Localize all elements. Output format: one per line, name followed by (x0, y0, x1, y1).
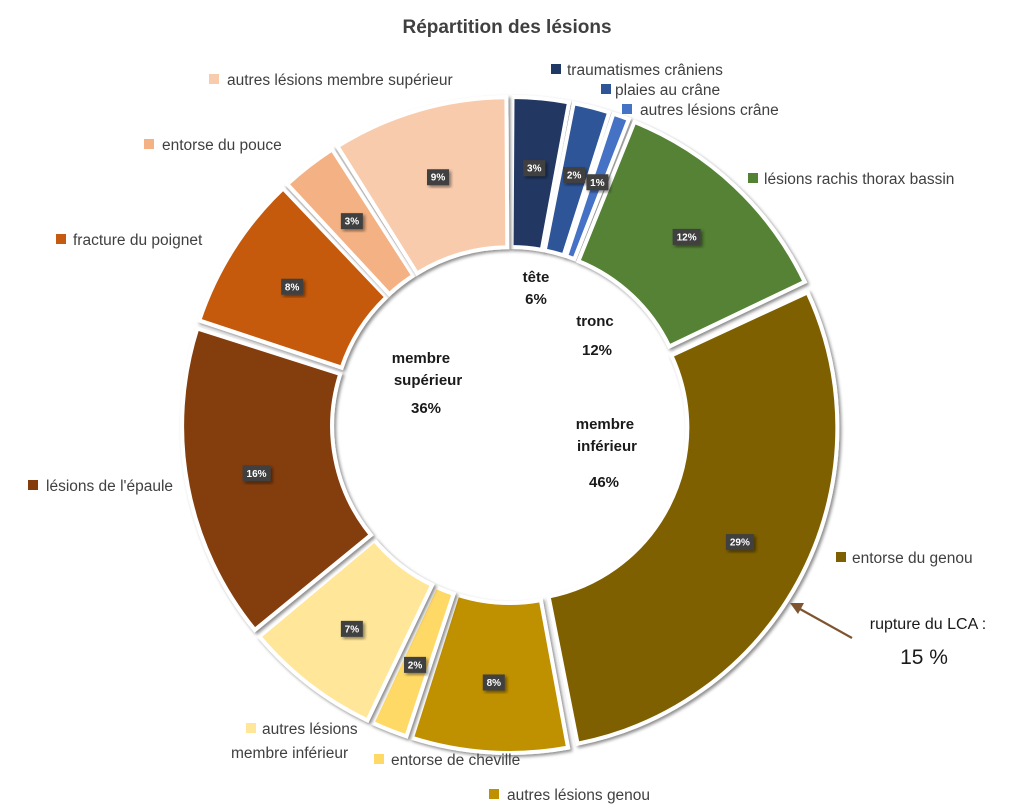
chart-title: Répartition des lésions (402, 17, 611, 38)
slice-pct-label-lesions-rachis-thorax-bassin: 12% (672, 228, 701, 245)
legend-swatch-entorse-du-pouce (144, 139, 154, 149)
legend-label-entorse-de-cheville: entorse de cheville (391, 752, 520, 769)
donut-segments (180, 95, 840, 755)
slice-pct-text: 29% (730, 538, 750, 549)
slice-pct-box (586, 174, 609, 191)
group-pct-tete: 6% (525, 291, 547, 308)
legend-label-lesions-epaule: lésions de l'épaule (46, 478, 173, 495)
legend-label-autres-lesions-membre-inferieur-line1: autres lésions (262, 721, 358, 738)
legend-swatch-fracture-du-poignet (56, 234, 66, 244)
slice-pct-label-autres-lesions-genou: 8% (482, 674, 505, 691)
group-label-membre-superieur-line1: membre (392, 350, 450, 367)
group-pct-membre-superieur: 36% (411, 400, 441, 417)
slice-pct-box (672, 228, 701, 245)
legend-swatch-entorse-du-genou (836, 552, 846, 562)
annotation-label: rupture du LCA : (870, 616, 987, 633)
slice-pct-text: 2% (408, 660, 423, 671)
legend-swatch-traumatismes-craniens (551, 64, 561, 74)
group-label-membre-inferieur: membre inférieur (576, 416, 639, 455)
slice-autres-lesions-membre-superieur (334, 95, 510, 277)
group-label-membre-inferieur-line2: inférieur (577, 438, 637, 455)
group-pct-tronc: 12% (582, 342, 612, 359)
slice-pct-label-entorse-de-cheville: 2% (404, 656, 427, 673)
slice-pct-box (242, 465, 271, 482)
slice-pct-box (523, 160, 546, 177)
slice-pct-text: 7% (345, 624, 360, 635)
slice-pct-label-entorse-du-genou: 29% (725, 534, 754, 551)
slice-pct-text: 3% (527, 164, 542, 175)
slice-pct-text: 8% (285, 282, 300, 293)
legend-swatch-autres-lesions-genou (489, 789, 499, 799)
legend-label-traumatismes-craniens: traumatismes crâniens (567, 62, 723, 79)
slice-pct-text: 12% (677, 232, 697, 243)
legend-label-autres-lesions-membre-inferieur-line2: membre inférieur (231, 745, 348, 762)
annotation-arrow-head (790, 603, 804, 614)
group-label-tronc: tronc (576, 313, 614, 330)
slice-pct-box (427, 169, 450, 186)
legend: traumatismes crâniens plaies au crâne au… (28, 62, 973, 804)
slice-autres-lesions-genou (409, 592, 571, 755)
slice-pct-box (404, 656, 427, 673)
slice-pct-box (340, 213, 363, 230)
slice-pct-text: 3% (345, 217, 360, 228)
slice-pct-text: 9% (431, 173, 446, 184)
group-label-membre-superieur: membre supérieur (392, 350, 463, 389)
legend-label-entorse-du-pouce: entorse du pouce (162, 137, 282, 154)
slice-pct-label-plaies-au-crane: 2% (563, 167, 586, 184)
slice-pct-label-entorse-du-pouce: 3% (340, 213, 363, 230)
slice-fracture-du-poignet (196, 185, 390, 371)
slice-pct-label-traumatismes-craniens: 3% (523, 160, 546, 177)
segment-percent-labels: 3% 2% 1% 12% 29% 8% 2% 7% 16% 8% 3% 9% (242, 160, 754, 691)
annotation-lca: rupture du LCA : 15 % (790, 603, 986, 669)
annotation-arrow-line (799, 608, 853, 639)
slice-pct-label-autres-lesions-membre-superieur: 9% (427, 169, 450, 186)
slice-pct-text: 2% (567, 171, 582, 182)
group-label-membre-superieur-line2: supérieur (394, 372, 463, 389)
legend-label-lesions-rachis: lésions rachis thorax bassin (764, 171, 954, 188)
slice-pct-text: 16% (247, 469, 267, 480)
legend-label-autres-lesions-membre-superieur: autres lésions membre supérieur (227, 72, 453, 89)
annotation-value: 15 % (900, 646, 948, 669)
slice-pct-label-autres-lesions-membre-inferieur: 7% (340, 620, 363, 637)
group-pct-membre-inferieur: 46% (589, 474, 619, 491)
slice-pct-box (482, 674, 505, 691)
legend-swatch-entorse-de-cheville (374, 754, 384, 764)
legend-label-autres-lesions-crane: autres lésions crâne (640, 102, 779, 119)
legend-label-fracture-du-poignet: fracture du poignet (73, 232, 203, 249)
slice-pct-box (563, 167, 586, 184)
legend-label-entorse-du-genou: entorse du genou (852, 550, 973, 567)
legend-label-autres-lesions-genou: autres lésions genou (507, 787, 650, 804)
legend-swatch-autres-lesions-membre-superieur (209, 74, 219, 84)
slice-pct-label-fracture-du-poignet: 8% (281, 278, 304, 295)
slice-pct-label-lesions-de-l-epaule: 16% (242, 465, 271, 482)
legend-swatch-autres-lesions-membre-inferieur (246, 723, 256, 733)
legend-label-plaies-au-crane: plaies au crâne (615, 82, 720, 99)
slice-entorse-du-genou (546, 289, 840, 747)
legend-swatch-plaies-au-crane (601, 84, 611, 94)
group-label-tete: tête (523, 269, 550, 286)
group-label-membre-inferieur-line1: membre (576, 416, 634, 433)
legend-label-autres-lesions-membre-inferieur: autres lésions membre inférieur (231, 721, 362, 762)
slice-pct-text: 8% (487, 678, 502, 689)
slice-lesions-de-l-epaule (180, 325, 374, 633)
legend-swatch-lesions-rachis (748, 173, 758, 183)
legend-swatch-lesions-epaule (28, 480, 38, 490)
slice-pct-box (281, 278, 304, 295)
slice-pct-box (340, 620, 363, 637)
legend-swatch-autres-lesions-crane (622, 104, 632, 114)
slice-pct-label-autres-lesions-crane: 1% (586, 174, 609, 191)
slice-pct-box (725, 534, 754, 551)
slice-pct-text: 1% (590, 178, 605, 189)
